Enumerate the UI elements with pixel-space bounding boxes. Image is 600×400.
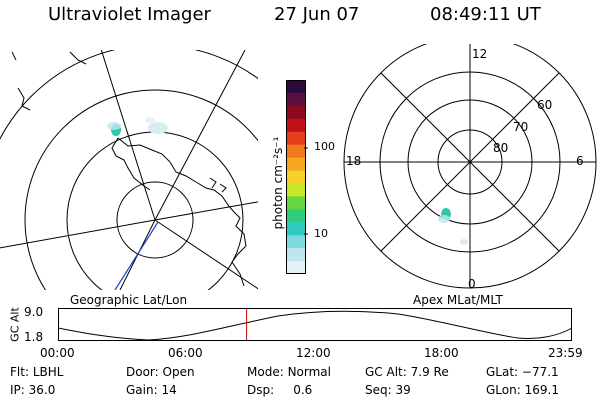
mlt-label-0: 0 [468,277,476,291]
alt-xtick-0: 00:00 [40,346,75,360]
mlt-label-12: 12 [472,47,488,61]
colorbar-segment [286,92,306,107]
alt-xtick-1: 06:00 [168,346,203,360]
colorbar-segment [286,157,306,172]
info-mode: Mode: Normal [247,365,331,379]
altitude-plot [58,308,573,341]
colorbar-unit-label: photon cm⁻²s⁻¹ [271,136,285,230]
alt-xtick-3: 18:00 [424,346,459,360]
colorbar-segment [286,222,306,236]
colorbar-gradient [286,80,306,275]
altitude-curve [58,310,573,341]
mlt-label-6: 6 [576,154,584,168]
mlt-label-18: 18 [346,154,362,168]
colorbar-segment [286,118,306,133]
info-flt: Flt: LBHL [10,365,64,379]
satellite-track [114,221,159,290]
colorbar-segment [286,209,306,223]
aurora-emission-right [438,208,468,245]
colorbar-tick-10: 10 [314,227,328,240]
info-seq: Seq: 39 [365,383,411,397]
colorbar-tick-100: 100 [314,140,335,153]
alt-ytick-top: 9.0 [24,305,44,319]
info-glon: GLon: 169.1 [486,383,559,397]
alt-ytick-bottom: 1.8 [24,330,44,344]
right-map-caption: Apex MLat/MLT [413,293,503,307]
colorbar-segment [286,235,306,249]
alt-xtick-4: 23:59 [548,346,583,360]
colorbar [286,80,306,275]
apex-mlt-plot [343,44,597,289]
mlat-label-60: 60 [537,98,553,112]
gc-alt-ylabel: GC Alt [8,307,22,342]
colorbar-segment [286,261,306,275]
info-glat: GLat: −77.1 [486,365,559,379]
app-title: Ultraviolet Imager [48,4,211,25]
colorbar-segment [286,248,306,262]
mlat-label-70: 70 [513,120,529,134]
colorbar-segment [286,144,306,159]
colorbar-ticks [304,147,308,235]
info-ip: IP: 36.0 [10,383,56,397]
info-door: Door: Open [126,365,195,379]
info-dsp: Dsp: 0.6 [247,383,313,397]
colorbar-segment [286,183,306,197]
mlat-label-80: 80 [493,141,509,155]
info-gain: Gain: 14 [126,383,177,397]
colorbar-segment [286,196,306,210]
geographic-map [0,50,258,290]
header-time: 08:49:11 UT [430,4,541,25]
left-map-caption: Geographic Lat/Lon [70,293,188,307]
alt-xtick-2: 12:00 [296,346,331,360]
colorbar-segment [286,80,306,94]
header-date: 27 Jun 07 [274,4,360,25]
info-gc-alt: GC Alt: 7.9 Re [365,365,449,379]
colorbar-segment [286,170,306,184]
aurora-emission-left [107,117,168,136]
coastline [117,137,247,287]
colorbar-segment [286,131,306,146]
colorbar-segment [286,105,306,120]
